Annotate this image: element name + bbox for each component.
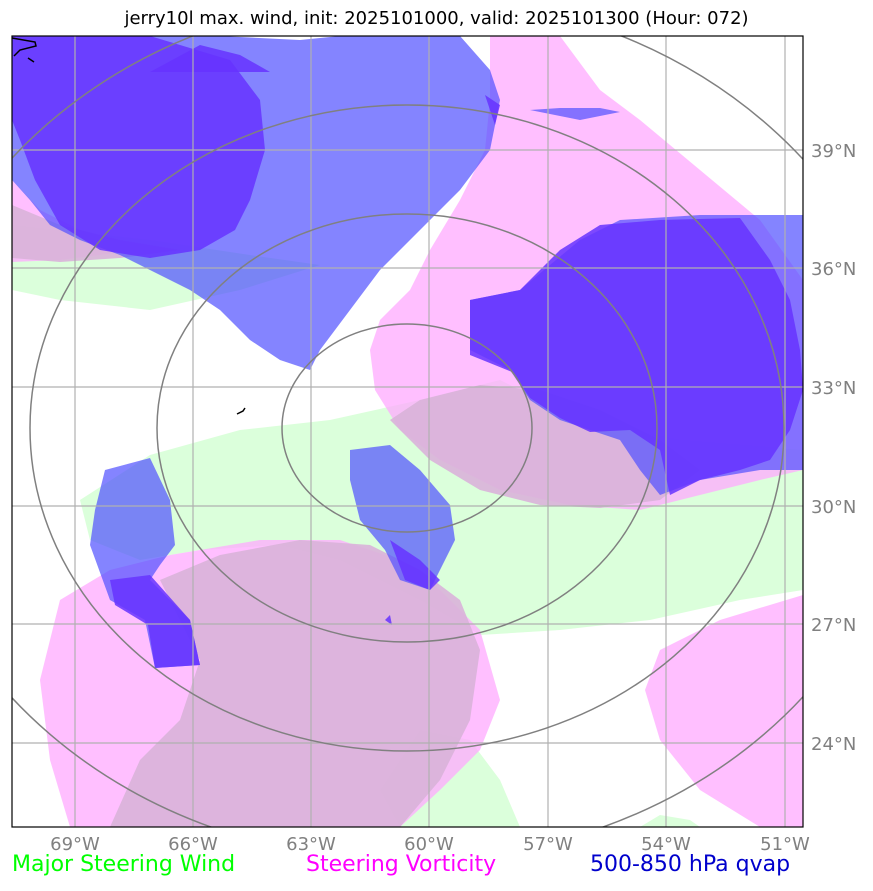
lon-tick-label: 63°W (286, 834, 336, 855)
lat-tick-label: 30°N (811, 497, 856, 518)
lon-tick-label: 69°W (50, 834, 100, 855)
coastline (12, 37, 246, 415)
lon-tick-label: 54°W (641, 834, 691, 855)
legend-qvap: 500-850 hPa qvap (590, 852, 791, 877)
range-rings (12, 36, 803, 827)
legend-steering-vorticity: Steering Vorticity (306, 852, 497, 877)
lon-tick-label: 57°W (523, 834, 573, 855)
lat-tick-label: 39°N (811, 141, 856, 162)
map-title: jerry10l max. wind, init: 2025101000, va… (124, 8, 749, 29)
lat-tick-labels: 39°N 36°N 33°N 30°N 27°N 24°N (811, 141, 856, 755)
map-frame (11, 35, 804, 828)
legend-major-steering-wind: Major Steering Wind (12, 852, 236, 877)
lat-tick-label: 36°N (811, 259, 856, 280)
lat-lon-grid (12, 36, 803, 827)
lat-tick-label: 27°N (811, 615, 856, 636)
lon-tick-label: 66°W (168, 834, 218, 855)
lat-tick-label: 24°N (811, 734, 856, 755)
lat-tick-label: 33°N (811, 378, 856, 399)
lon-tick-label: 60°W (404, 834, 454, 855)
lon-tick-labels: 69°W 66°W 63°W 60°W 57°W 54°W 51°W (50, 834, 810, 855)
lon-tick-label: 51°W (760, 834, 810, 855)
